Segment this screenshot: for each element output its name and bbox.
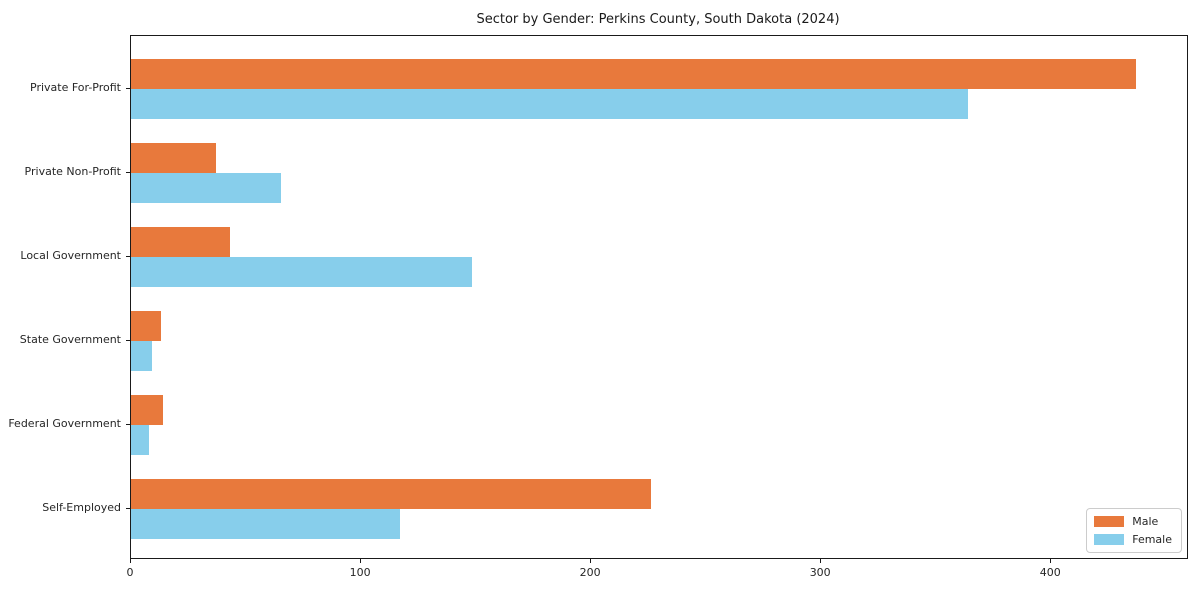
- legend-swatch-male: [1094, 516, 1125, 527]
- y-axis-label: State Government: [19, 333, 121, 346]
- legend-item-female: Female: [1094, 533, 1172, 546]
- bar-female-5: [131, 425, 150, 455]
- y-tick-mark: [126, 256, 130, 257]
- y-tick-mark: [126, 508, 130, 509]
- x-tick-mark: [820, 559, 822, 563]
- x-axis-label: 400: [1039, 566, 1061, 579]
- y-axis-label: Private Non-Profit: [24, 165, 121, 178]
- x-tick-mark: [1050, 559, 1052, 563]
- y-tick-mark: [126, 340, 130, 341]
- bar-male-6: [131, 479, 651, 509]
- x-axis-label: 200: [579, 566, 601, 579]
- y-tick-mark: [126, 88, 130, 89]
- y-axis-label: Local Government: [20, 249, 121, 262]
- y-axis-label: Federal Government: [8, 417, 121, 430]
- bar-female-3: [131, 257, 472, 287]
- legend: Male Female: [1086, 508, 1182, 553]
- x-axis-label: 300: [809, 566, 831, 579]
- y-tick-mark: [126, 172, 130, 173]
- legend-label-male: Male: [1132, 515, 1159, 528]
- bar-male-1: [131, 59, 1137, 89]
- bar-female-6: [131, 509, 401, 539]
- x-tick-mark: [130, 559, 131, 563]
- legend-label-female: Female: [1132, 533, 1172, 546]
- bar-male-3: [131, 227, 230, 257]
- y-tick-mark: [126, 424, 130, 425]
- x-tick-mark: [590, 559, 592, 563]
- y-axis-label: Private For-Profit: [30, 81, 121, 94]
- bar-male-2: [131, 143, 217, 173]
- x-axis-label: 0: [126, 566, 134, 579]
- bar-female-4: [131, 341, 152, 371]
- bar-male-4: [131, 311, 161, 341]
- legend-swatch-female: [1094, 534, 1125, 545]
- plot-area: Male Female: [130, 35, 1188, 559]
- y-axis-label: Self-Employed: [42, 501, 121, 514]
- chart-title: Sector by Gender: Perkins County, South …: [476, 12, 840, 27]
- bar-female-1: [131, 89, 969, 119]
- legend-item-male: Male: [1094, 515, 1172, 528]
- x-axis-label: 100: [349, 566, 371, 579]
- bar-male-5: [131, 395, 164, 425]
- x-tick-mark: [360, 559, 362, 563]
- bar-female-2: [131, 173, 281, 203]
